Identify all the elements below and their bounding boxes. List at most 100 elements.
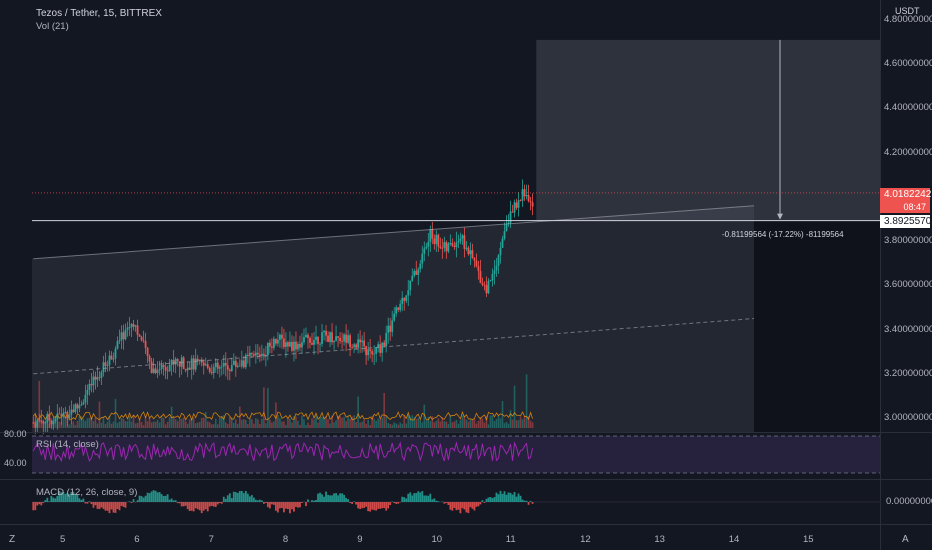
volume-bar xyxy=(128,415,131,428)
volume-indicator-label[interactable]: Vol (21) xyxy=(36,21,69,32)
pane-divider[interactable] xyxy=(0,432,932,433)
candle xyxy=(307,334,309,339)
volume-bar xyxy=(311,418,313,428)
candle xyxy=(321,332,323,344)
volume-bar xyxy=(100,422,103,428)
candle xyxy=(48,413,51,421)
time-tick: 5 xyxy=(60,534,66,545)
volume-bar xyxy=(271,422,273,428)
candle xyxy=(184,369,187,371)
macd-bar xyxy=(453,502,456,508)
macd-bar xyxy=(76,494,79,502)
candle xyxy=(403,297,406,301)
symbol-title[interactable]: Tezos / Tether, 15, BITTREX xyxy=(36,8,162,19)
auto-scale-icon[interactable]: A xyxy=(902,534,909,545)
volume-bar xyxy=(493,421,496,428)
macd-bar xyxy=(293,502,295,512)
candle xyxy=(389,325,392,332)
candle xyxy=(393,313,396,321)
candle xyxy=(250,352,253,355)
currency-label[interactable]: USDT xyxy=(895,6,920,16)
macd-bar xyxy=(78,498,81,502)
candle xyxy=(194,358,197,370)
volume-bar xyxy=(455,419,458,428)
macd-bar xyxy=(509,492,512,502)
macd-bar xyxy=(252,497,255,502)
macd-bar xyxy=(118,502,121,511)
candle xyxy=(110,355,113,360)
macd-bar xyxy=(403,497,406,502)
macd-bar xyxy=(285,502,287,509)
candle xyxy=(188,367,191,370)
candle xyxy=(411,275,414,281)
volume-bar xyxy=(461,415,464,428)
candle xyxy=(435,234,438,245)
candle xyxy=(427,241,430,247)
volume-bar xyxy=(433,422,436,428)
time-tick: 10 xyxy=(431,534,443,545)
macd-bar xyxy=(220,502,223,504)
volume-bar xyxy=(287,418,289,428)
candle xyxy=(285,342,287,347)
pane-divider[interactable] xyxy=(0,479,932,480)
macd-bar xyxy=(443,502,446,504)
volume-ma-line xyxy=(32,410,533,422)
macd-bar xyxy=(289,502,291,514)
rsi-line xyxy=(32,441,534,463)
volume-bar xyxy=(76,420,79,428)
candle xyxy=(517,200,520,208)
macd-bar xyxy=(315,499,317,502)
candle xyxy=(198,359,201,362)
time-tick: 11 xyxy=(505,534,516,545)
macd-bar xyxy=(483,502,486,503)
candle xyxy=(521,189,524,201)
volume-bar xyxy=(164,424,167,428)
volume-bar xyxy=(255,418,257,428)
macd-bar xyxy=(218,502,221,504)
macd-bar xyxy=(200,502,203,514)
volume-bar xyxy=(509,410,512,428)
price-axis-divider xyxy=(880,0,881,550)
macd-bar xyxy=(495,492,498,502)
volume-bar xyxy=(259,424,261,428)
volume-bar xyxy=(281,421,283,428)
candle xyxy=(128,327,131,328)
volume-bar xyxy=(192,417,195,428)
pane-divider[interactable] xyxy=(0,524,932,525)
candle xyxy=(399,303,402,310)
macd-label[interactable]: MACD (12, 26, close, 9) xyxy=(36,487,138,498)
volume-bar xyxy=(267,388,269,428)
macd-bar xyxy=(128,501,131,502)
volume-bar xyxy=(485,415,488,428)
macd-bar xyxy=(477,502,480,507)
candle xyxy=(385,332,388,347)
candle xyxy=(369,349,372,352)
volume-bar xyxy=(224,422,227,428)
price-tick: 4.20000000 xyxy=(884,146,932,158)
candle xyxy=(248,352,251,356)
volume-bar xyxy=(399,422,402,428)
timezone-icon[interactable]: Z xyxy=(9,534,16,545)
candle xyxy=(204,364,207,366)
macd-bar xyxy=(148,493,151,502)
macd-bar xyxy=(317,493,319,502)
macd-bar xyxy=(162,496,165,502)
macd-bar xyxy=(419,492,422,502)
candle xyxy=(64,411,67,413)
rsi-label[interactable]: RSI (14, close) xyxy=(36,439,99,450)
volume-bar xyxy=(391,424,394,428)
candle xyxy=(531,202,534,207)
volume-bar xyxy=(241,419,243,428)
candle xyxy=(365,346,368,356)
candle xyxy=(387,325,390,333)
macd-bar xyxy=(421,491,424,502)
volume-bar xyxy=(355,421,357,428)
line-price-tag: 3.89255708 xyxy=(880,215,932,228)
volume-bar xyxy=(138,420,141,428)
volume-bar xyxy=(200,417,203,428)
candle xyxy=(339,337,341,342)
volume-bar xyxy=(467,421,470,428)
volume-bar xyxy=(156,419,159,428)
